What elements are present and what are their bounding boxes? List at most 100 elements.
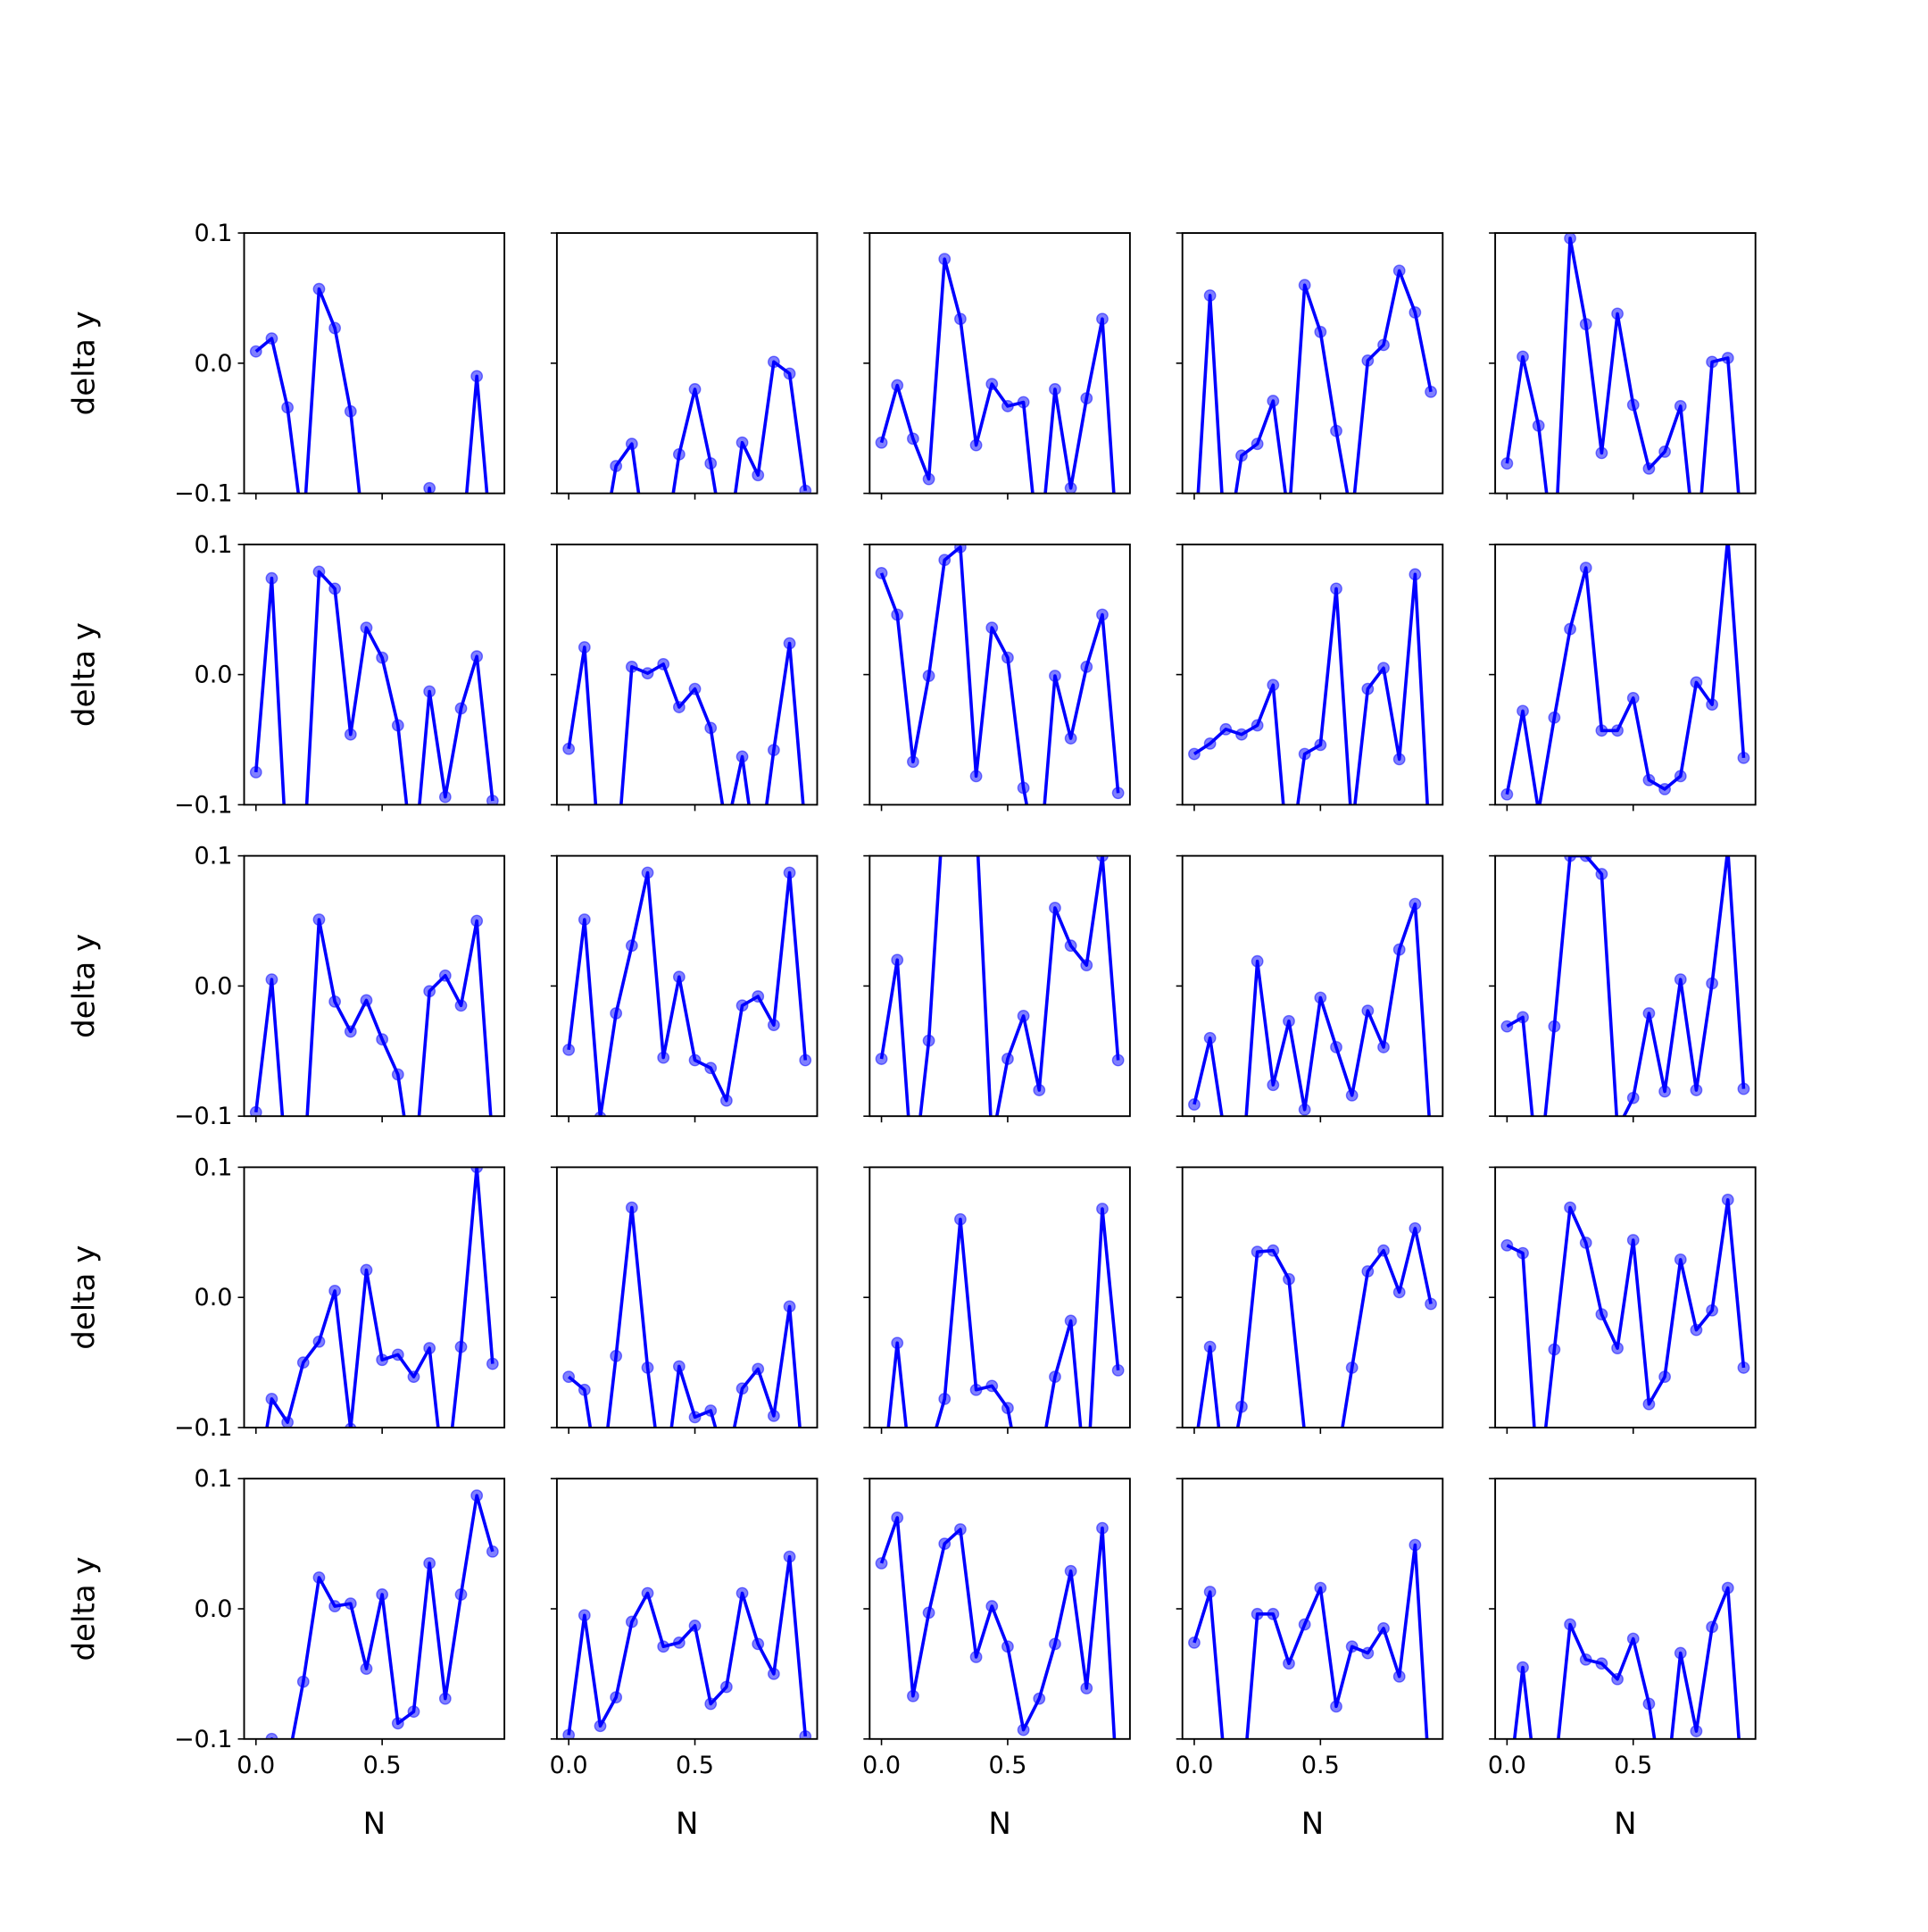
data-point (1532, 419, 1545, 432)
data-point (641, 667, 654, 680)
plot-area (562, 1550, 812, 1739)
data-point (1533, 805, 1544, 816)
data-point (922, 670, 935, 682)
data-point (1034, 553, 1044, 563)
data-point (578, 913, 591, 926)
data-point (719, 1094, 733, 1107)
data-point (1377, 662, 1390, 675)
data-point (768, 355, 780, 369)
plot-area (1188, 1538, 1429, 1783)
data-point (1564, 855, 1576, 862)
data-point (1018, 1487, 1028, 1498)
plot-area (1500, 233, 1749, 563)
data-point (783, 1550, 796, 1563)
data-point (891, 608, 904, 621)
plot-area (1196, 1222, 1437, 1498)
data-point (1409, 568, 1422, 581)
axes-frame (555, 1478, 819, 1740)
plot-area (875, 544, 1125, 805)
data-point (1330, 424, 1342, 437)
data-point (282, 1176, 293, 1187)
data-point (1298, 747, 1311, 761)
data-point (1425, 1137, 1436, 1147)
data-point (1314, 1581, 1327, 1595)
data-point (1612, 1124, 1623, 1135)
data-point (1001, 651, 1014, 664)
data-point (1080, 1682, 1093, 1695)
data-point (1425, 385, 1437, 398)
data-line (1512, 1586, 1741, 1739)
data-point (1690, 1725, 1703, 1737)
data-point (721, 825, 732, 836)
data-point (1579, 318, 1592, 330)
data-point (1706, 1620, 1719, 1634)
data-point (1064, 732, 1077, 745)
y-axis-label: delta y (67, 1245, 103, 1350)
x-tick-label: 0.5 (363, 1752, 402, 1779)
axes-frame (1494, 1478, 1757, 1740)
data-point (1235, 1400, 1248, 1413)
data-point (1377, 338, 1390, 352)
data-point (1017, 1010, 1030, 1022)
data-point (1220, 1772, 1231, 1783)
data-point (875, 1053, 888, 1065)
axes-frame (243, 1478, 506, 1740)
data-point (922, 472, 935, 486)
data-point (249, 345, 262, 358)
data-point (361, 553, 371, 563)
data-point (470, 1489, 484, 1503)
data-line (610, 360, 808, 494)
x-tick-label: 0.5 (1614, 1752, 1652, 1779)
data-point (735, 750, 749, 763)
data-point (1691, 553, 1701, 563)
data-point (970, 812, 981, 822)
data-point (799, 1053, 812, 1067)
data-point (1723, 844, 1733, 854)
data-point (1738, 553, 1749, 563)
data-point (265, 571, 278, 585)
data-point (265, 973, 278, 987)
data-point (1235, 728, 1248, 741)
axes-frame (1181, 1166, 1444, 1428)
data-point (1564, 1201, 1576, 1214)
data-point (752, 864, 763, 875)
data-point (470, 650, 484, 663)
data-point (1111, 787, 1125, 800)
data-line (1196, 1227, 1433, 1428)
subplot (863, 1166, 1131, 1498)
plot-area (875, 812, 1125, 1117)
data-line (254, 287, 489, 494)
data-point (1706, 1303, 1719, 1317)
data-point (752, 990, 765, 1003)
data-point (249, 766, 262, 779)
data-point (1500, 457, 1514, 470)
y-tick-label: −0.1 (174, 480, 233, 508)
subplot: 0.0 0.5 N (1488, 1478, 1757, 1842)
data-point (1220, 553, 1231, 563)
data-line (265, 1167, 494, 1428)
data-point (688, 383, 702, 396)
data-point (1219, 722, 1233, 736)
data-point (360, 1263, 373, 1277)
x-tick-label: 0.0 (1488, 1752, 1526, 1779)
data-point (423, 1557, 436, 1570)
data-point (875, 436, 888, 449)
data-point (1626, 691, 1640, 704)
data-line (568, 1205, 802, 1428)
data-point (1501, 1799, 1512, 1810)
data-point (594, 553, 605, 563)
data-point (875, 566, 888, 579)
data-point (1579, 1237, 1592, 1249)
data-point (1315, 1487, 1326, 1498)
x-tick-label: 0.5 (988, 1752, 1026, 1779)
axes-frame (555, 854, 819, 1118)
data-point (1033, 1692, 1046, 1705)
data-point (1096, 1203, 1109, 1215)
data-point (1595, 446, 1608, 460)
data-point (1642, 1397, 1656, 1411)
data-point (768, 1409, 780, 1422)
data-point (1188, 747, 1201, 761)
plot-area (1188, 897, 1436, 1147)
data-point (1517, 1246, 1529, 1260)
